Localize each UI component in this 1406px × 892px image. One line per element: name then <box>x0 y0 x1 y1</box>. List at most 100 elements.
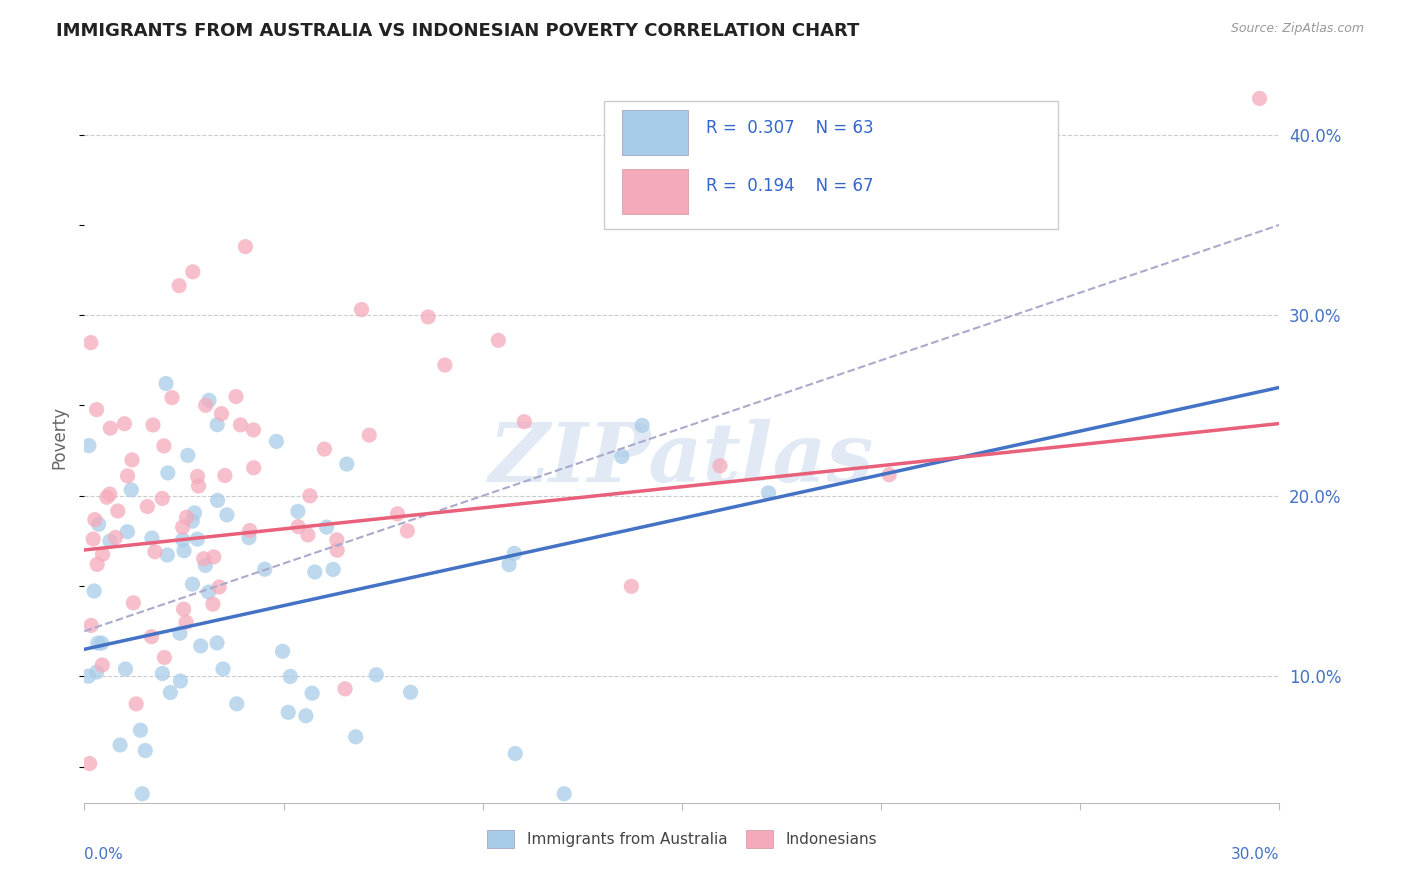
Point <box>156 548 179 562</box>
Point <box>141 630 163 644</box>
Point <box>136 500 159 514</box>
Point <box>326 543 349 558</box>
Point <box>253 562 276 576</box>
Point <box>186 469 208 483</box>
Point <box>242 423 264 437</box>
Point <box>631 418 654 433</box>
Point <box>238 531 260 545</box>
Text: R =  0.307    N = 63: R = 0.307 N = 63 <box>706 119 873 136</box>
Point <box>183 506 205 520</box>
Point <box>120 483 142 497</box>
Point <box>503 747 526 761</box>
Point <box>90 636 112 650</box>
Point <box>344 730 367 744</box>
Point <box>172 520 194 534</box>
Point <box>277 706 299 720</box>
Point <box>239 524 262 538</box>
Point <box>79 756 101 771</box>
Point <box>87 636 110 650</box>
Point <box>207 493 229 508</box>
Point <box>108 738 131 752</box>
Point <box>131 787 153 801</box>
Point <box>160 391 183 405</box>
Text: 30.0%: 30.0% <box>1232 847 1279 862</box>
Point <box>91 658 114 673</box>
Point <box>98 487 121 501</box>
Point <box>498 558 520 572</box>
Point <box>194 558 217 573</box>
Legend: Immigrants from Australia, Indonesians: Immigrants from Australia, Indonesians <box>481 824 883 854</box>
Point <box>278 669 301 683</box>
Point <box>387 507 409 521</box>
Point <box>153 439 176 453</box>
Text: ZIPatlas: ZIPatlas <box>489 419 875 499</box>
Point <box>107 504 129 518</box>
Point <box>169 626 191 640</box>
Point <box>266 434 288 449</box>
Point <box>173 543 195 558</box>
Point <box>315 520 337 534</box>
Point <box>350 302 373 317</box>
Point <box>225 390 247 404</box>
Point <box>418 310 440 324</box>
Text: R =  0.194    N = 67: R = 0.194 N = 67 <box>706 178 873 195</box>
Point <box>122 596 145 610</box>
Point <box>114 417 136 431</box>
Point <box>186 532 208 546</box>
Point <box>287 519 309 533</box>
Point <box>190 639 212 653</box>
Point <box>181 577 204 591</box>
Point <box>208 580 231 594</box>
Point <box>181 265 204 279</box>
Point <box>366 667 388 681</box>
Point <box>271 644 294 658</box>
Point <box>333 681 356 696</box>
Point <box>173 602 195 616</box>
Point <box>181 514 204 528</box>
Point <box>202 549 225 564</box>
Point <box>176 510 198 524</box>
Point <box>513 415 536 429</box>
Point <box>83 513 105 527</box>
Text: IMMIGRANTS FROM AUSTRALIA VS INDONESIAN POVERTY CORRELATION CHART: IMMIGRANTS FROM AUSTRALIA VS INDONESIAN … <box>56 22 859 40</box>
Point <box>399 685 422 699</box>
Point <box>486 334 509 348</box>
Point <box>187 479 209 493</box>
Point <box>209 407 232 421</box>
Point <box>297 528 319 542</box>
Point <box>167 278 190 293</box>
Point <box>298 489 321 503</box>
Point <box>758 486 780 500</box>
Point <box>212 662 235 676</box>
Point <box>709 458 731 473</box>
Point <box>235 239 257 253</box>
Point <box>121 453 143 467</box>
Point <box>86 558 108 572</box>
Point <box>82 532 104 546</box>
Point <box>301 686 323 700</box>
Point <box>205 636 228 650</box>
Point <box>229 417 252 432</box>
Bar <box>623 110 688 155</box>
Point <box>336 457 359 471</box>
Point <box>326 533 349 547</box>
Point <box>205 417 228 432</box>
Point <box>91 547 114 561</box>
Point <box>214 468 236 483</box>
Point <box>433 358 456 372</box>
Point <box>155 376 177 391</box>
Bar <box>623 169 688 214</box>
Point <box>610 450 633 464</box>
Point <box>215 508 238 522</box>
Point <box>877 467 900 482</box>
Point <box>314 442 336 456</box>
Point <box>225 697 247 711</box>
Text: 0.0%: 0.0% <box>84 847 124 862</box>
Point <box>153 650 176 665</box>
Y-axis label: Poverty: Poverty <box>51 406 69 468</box>
Point <box>134 743 156 757</box>
Point <box>194 398 217 412</box>
Point <box>77 669 100 683</box>
Point <box>83 584 105 599</box>
Point <box>396 524 419 538</box>
